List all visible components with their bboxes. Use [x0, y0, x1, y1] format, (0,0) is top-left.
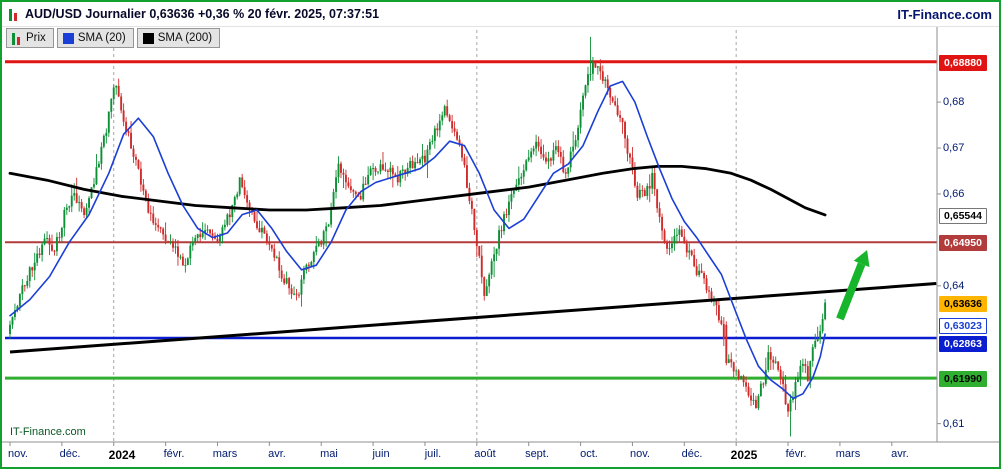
- price-tick-label: 0,61: [943, 418, 965, 430]
- month-label: avr.: [268, 448, 286, 460]
- candlestick-app-icon: [9, 8, 19, 21]
- legend-price-label: Prix: [26, 32, 46, 44]
- sma20-line[interactable]: [9, 80, 826, 400]
- up-arrow-head[interactable]: [853, 250, 870, 268]
- sma200-value-label: 0,65544: [939, 208, 987, 224]
- legend-item-sma200[interactable]: SMA (200): [136, 28, 221, 48]
- ascending-trendline[interactable]: [9, 282, 937, 354]
- month-label: févr.: [163, 448, 185, 460]
- legend-item-price[interactable]: Prix: [6, 28, 54, 48]
- month-label: mars: [835, 448, 861, 460]
- level-price-label: 0,62863: [939, 336, 987, 352]
- month-label: févr.: [785, 448, 807, 460]
- month-label: oct.: [580, 448, 598, 460]
- sma200-swatch: [142, 32, 154, 44]
- month-label: avr.: [891, 448, 909, 460]
- month-label: juil.: [424, 448, 442, 460]
- month-label: mai: [320, 448, 338, 460]
- sma20-value-label: 0,63023: [939, 318, 987, 334]
- legend-sma20-label: SMA (20): [77, 32, 126, 44]
- year-label: 2025: [730, 448, 758, 462]
- price-tick-label: 0,64: [943, 280, 965, 292]
- month-label: août: [474, 448, 496, 460]
- axis-ticks: [9, 101, 941, 446]
- up-arrow-shaft[interactable]: [836, 262, 866, 321]
- month-label: sept.: [525, 448, 549, 460]
- legend: Prix SMA (20) SMA (200): [6, 28, 221, 48]
- legend-item-sma20[interactable]: SMA (20): [56, 28, 134, 48]
- year-label: 2024: [108, 448, 136, 462]
- price-tick-label: 0,67: [943, 142, 965, 154]
- chart-title: AUD/USD Journalier 0,63636 +0,36 % 20 fé…: [25, 7, 380, 21]
- horizontal-levels: [5, 60, 937, 380]
- titlebar: AUD/USD Journalier 0,63636 +0,36 % 20 fé…: [2, 2, 999, 27]
- candles-layer: [9, 36, 827, 437]
- sma200-line[interactable]: [8, 165, 827, 217]
- month-label: juin: [372, 448, 390, 460]
- month-label: nov.: [630, 448, 650, 460]
- month-label: déc.: [681, 448, 703, 460]
- brand-logo: IT-Finance.com: [897, 6, 992, 22]
- legend-sma200-label: SMA (200): [157, 32, 213, 44]
- month-label: mars: [212, 448, 238, 460]
- price-series-icon: [12, 32, 22, 45]
- level-price-label: 0,68880: [939, 55, 987, 71]
- price-tick-label: 0,66: [943, 188, 965, 200]
- sma20-swatch: [62, 32, 74, 44]
- month-label: déc.: [59, 448, 81, 460]
- time-axis[interactable]: nov. déc. 2024 févr. mars avr. mai juin juil. aoû…: [2, 443, 999, 467]
- level-price-label: 0,64950: [939, 235, 987, 251]
- last-price-label: 0,63636: [939, 296, 987, 312]
- period-gridlines: [113, 30, 737, 442]
- watermark: IT-Finance.com: [10, 426, 86, 438]
- level-price-label: 0,61990: [939, 371, 987, 387]
- month-label: nov.: [8, 448, 28, 460]
- price-axis[interactable]: 0,68 0,67 0,66 0,64 0,61 0,68880 0,64950 0,6286…: [938, 2, 999, 467]
- price-tick-label: 0,68: [943, 96, 965, 108]
